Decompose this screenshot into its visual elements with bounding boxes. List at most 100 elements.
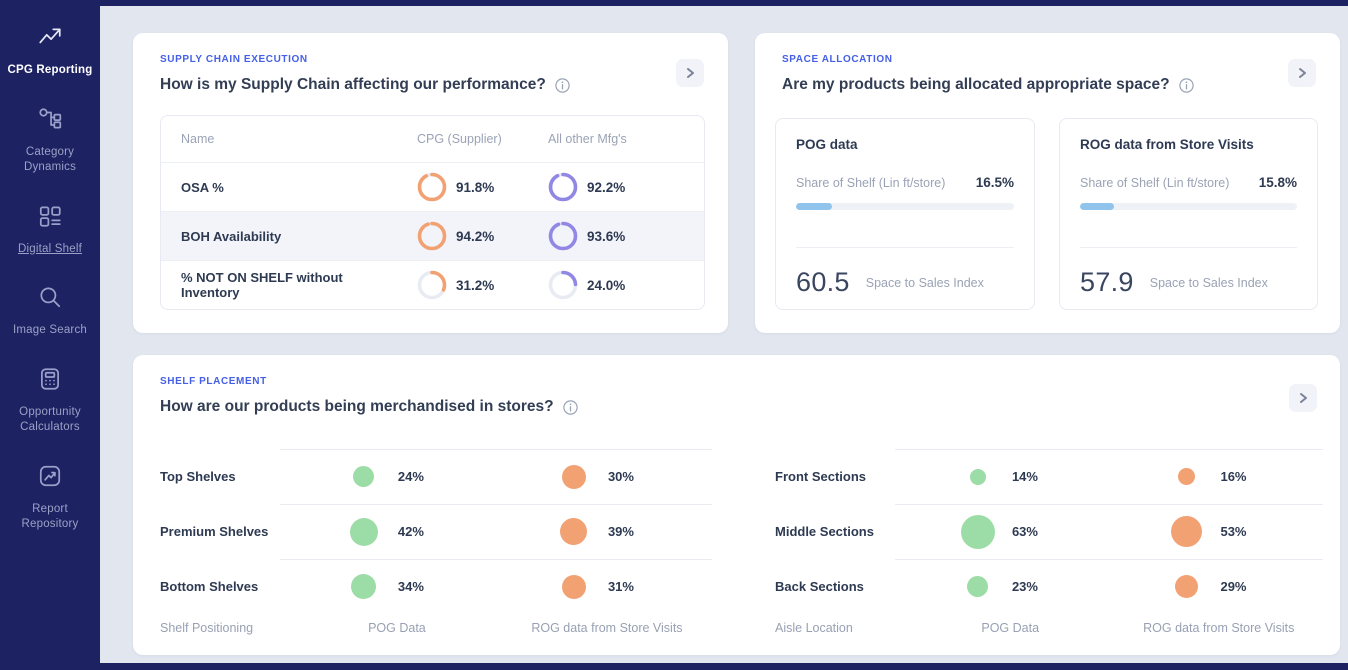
supply-chain-table: Name CPG (Supplier) All other Mfg's OSA … [160,115,705,310]
row-divider [895,449,1323,450]
panel-divider [1080,247,1297,248]
row-divider [895,559,1323,560]
other-metric-cell: 24.0% [546,270,704,300]
grid-footer: Aisle Location POG Data ROG data from Stor… [775,621,1323,635]
sidebar-item-label: Image Search [13,324,87,337]
other-metric-cell: 93.6% [546,221,704,251]
row-label: Top Shelves [160,469,236,484]
calculator-icon [37,366,63,397]
info-icon[interactable] [555,77,570,93]
row-divider [895,504,1323,505]
sidebar-item-opportunity-calculators[interactable]: Opportunity Calculators [4,366,96,436]
card-title: Are my products being allocated appropri… [782,76,1170,93]
table-row[interactable]: BOH Availability 94.2% 93.6% [161,211,704,260]
bubble-row: Premium Shelves 42% 39% [160,504,712,559]
expand-supply-chain-button[interactable] [676,59,704,87]
rog-value: 31% [607,579,634,594]
main-content: SUPPLY CHAIN EXECUTION How is my Supply … [100,6,1348,663]
other-metric-value: 93.6% [587,228,626,244]
column-header-other: All other Mfg's [548,132,627,146]
footer-rog-label: ROG data from Store Visits [531,621,683,635]
metric-name: OSA % [181,179,224,195]
sidebar-item-label: CPG Reporting [7,64,93,76]
panel-title: ROG data from Store Visits [1080,137,1254,152]
top-strip [0,0,1348,6]
footer-axis-label: Shelf Positioning [160,621,254,635]
bubble-box [1166,457,1206,497]
bubble-box [958,567,998,607]
rog-cell: 30% [502,457,712,497]
row-divider [280,449,712,450]
column-header-name: Name [181,132,215,146]
bubble-box [958,457,998,497]
table-body: OSA % 91.8% 92.2% BOH Availability 94.2% … [161,162,704,309]
bubble-row: Top Shelves 24% 30% [160,449,712,504]
pog-bubble [960,514,995,549]
pog-value: 14% [1011,469,1038,484]
row-label: Back Sections [775,579,864,594]
info-icon[interactable] [562,399,578,415]
donut-ring [417,270,447,300]
section-label: SHELF PLACEMENT [160,376,267,387]
sidebar-item-digital-shelf[interactable]: Digital Shelf [4,203,96,258]
sidebar-item-label: Report Repository [21,502,79,531]
other-metric-value: 24.0% [587,277,626,293]
bottom-strip [0,663,1348,670]
card-title: How is my Supply Chain affecting our per… [160,76,546,93]
bubble-box [554,567,594,607]
row-label: Premium Shelves [160,524,269,539]
sidebar-item-image-search[interactable]: Image Search [4,284,96,339]
donut-ring [417,221,447,251]
sidebar-item-report-repository[interactable]: Report Repository [4,463,96,533]
table-row[interactable]: % NOT ON SHELF without Inventory 31.2% 2… [161,260,704,309]
footer-axis-label: Aisle Location [775,621,853,635]
bubble-box [344,512,384,552]
rog-value: 30% [607,469,634,484]
info-icon[interactable] [1178,77,1194,93]
footer-pog-label: POG Data [368,621,426,635]
pog-value: 34% [397,579,424,594]
cpg-metric-cell: 94.2% [401,221,546,251]
bubble-box [554,457,594,497]
space-to-sales-value: 57.9 [1080,267,1134,297]
pog-bubble [351,574,377,599]
donut-ring [417,172,447,202]
pog-cell: 63% [906,512,1115,552]
card-title: How are our products being merchandised … [160,398,554,415]
rog-cell: 29% [1114,567,1323,607]
rog-bubble [560,518,588,545]
hierarchy-icon [37,106,63,137]
pog-value: 63% [1011,524,1038,539]
aisle-location-grid: Front Sections 14% 16% Middle Sections 63… [775,449,1323,635]
sidebar-item-category-dynamics[interactable]: Category Dynamics [4,106,96,176]
section-label: SPACE ALLOCATION [782,54,893,65]
other-metric-cell: 92.2% [546,172,704,202]
pog-cell: 23% [906,567,1115,607]
rog-bubble [1174,575,1198,598]
pog-cell: 24% [292,457,502,497]
panel-divider [796,247,1014,248]
sidebar-item-cpg-reporting[interactable]: CPG Reporting [4,24,96,79]
table-row[interactable]: OSA % 91.8% 92.2% [161,162,704,211]
pog-data-panel: POG data Share of Shelf (Lin ft/store) 1… [775,118,1035,310]
bubble-row: Back Sections 23% 29% [775,559,1323,614]
bubble-row: Middle Sections 63% 53% [775,504,1323,559]
share-of-shelf-bar-fill [1080,203,1115,210]
bubble-row: Bottom Shelves 34% 31% [160,559,712,614]
share-of-shelf-bar [796,203,1014,210]
rog-value: 29% [1220,579,1247,594]
expand-shelf-placement-button[interactable] [1289,384,1317,412]
share-of-shelf-bar [1080,203,1297,210]
donut-ring [548,221,578,251]
row-divider [280,559,712,560]
space-to-sales-value: 60.5 [796,267,850,297]
pog-bubble [353,466,375,487]
cpg-metric-value: 94.2% [456,228,495,244]
cpg-metric-cell: 31.2% [401,270,546,300]
bubble-box [958,512,998,552]
pog-bubble [967,576,989,597]
share-of-shelf-value: 15.8% [1258,175,1297,190]
grid-icon [37,203,63,234]
rog-bubble [561,574,586,599]
expand-space-allocation-button[interactable] [1288,59,1316,87]
